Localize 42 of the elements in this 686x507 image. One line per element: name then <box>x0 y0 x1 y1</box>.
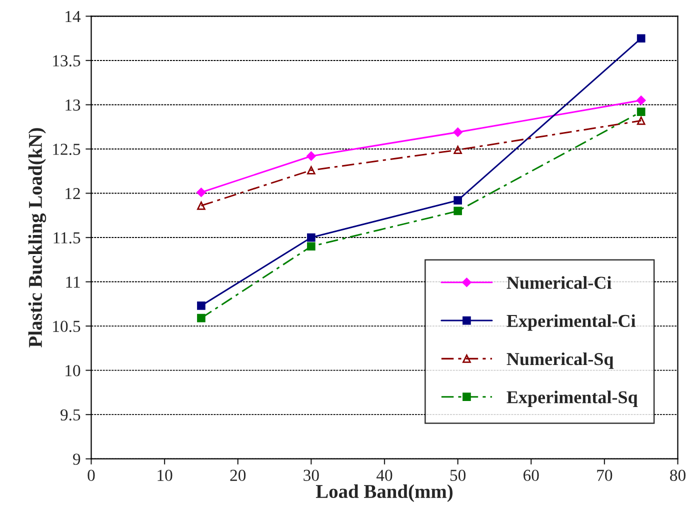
y-axis-title: Plastic Buckling Load(kN) <box>28 128 46 348</box>
point <box>197 314 206 322</box>
y-tick-label: 12.5 <box>53 144 80 156</box>
point <box>307 233 316 242</box>
y-tick-label: 13 <box>66 99 80 111</box>
point <box>197 302 206 310</box>
x-tick-label: 0 <box>88 470 95 481</box>
y-tick-label: 12 <box>66 188 80 200</box>
point <box>197 201 206 210</box>
x-tick-label: 50 <box>450 470 466 481</box>
point <box>454 146 462 154</box>
y-tick-label: 14 <box>66 11 81 22</box>
x-tick-label: 10 <box>158 470 172 481</box>
point <box>454 206 462 216</box>
point <box>636 34 646 43</box>
legend-label: Numerical-Sq <box>506 352 614 369</box>
y-tick-label: 11 <box>66 276 80 288</box>
x-tick-label: 80 <box>670 470 686 481</box>
y-tick-label: 10 <box>66 365 80 376</box>
point <box>454 196 462 205</box>
point <box>307 242 316 251</box>
point <box>453 128 462 137</box>
point <box>306 151 316 161</box>
x-tick-label: 30 <box>304 470 319 481</box>
legend-label: Experimental-Ci <box>506 314 636 331</box>
x-axis-title: Load Band(mm) <box>316 484 453 502</box>
y-tick-label: 11.5 <box>54 232 80 244</box>
y-tick-label: 9 <box>73 454 80 465</box>
y-tick-label: 9.5 <box>60 409 80 421</box>
point <box>196 188 206 198</box>
legend-label: Numerical-Ci <box>506 276 612 289</box>
point <box>636 108 646 116</box>
x-tick-label: 70 <box>597 470 612 481</box>
x-tick-label: 20 <box>230 470 246 481</box>
point <box>307 166 316 174</box>
legend-label: Experimental-Sq <box>506 390 638 407</box>
y-tick-label: 10.5 <box>53 320 80 332</box>
point <box>636 96 646 105</box>
point <box>636 116 646 125</box>
x-tick-label: 40 <box>376 470 392 481</box>
x-tick-label: 60 <box>524 470 539 481</box>
y-tick-label: 13.5 <box>53 55 80 67</box>
